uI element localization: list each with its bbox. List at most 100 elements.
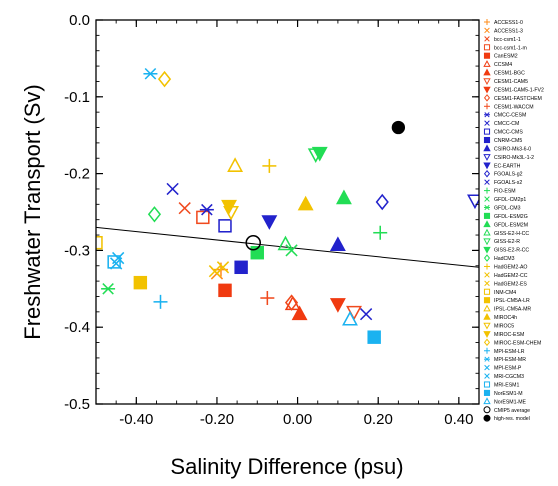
legend-marker: [483, 238, 491, 246]
data-point-ec-earth: [261, 215, 278, 230]
legend-marker: [483, 162, 491, 170]
x-tick-label: 0.40: [444, 411, 473, 428]
y-tick-label: -0.5: [64, 396, 90, 413]
legend-label: CanESM2: [494, 54, 518, 60]
legend-marker: [483, 331, 491, 338]
legend-marker: [484, 187, 490, 194]
data-point-giss-e2-h-cc: [277, 235, 294, 251]
data-point-noresm1-m: [367, 330, 381, 344]
legend-label: HadGEM2-AO: [494, 264, 527, 270]
data-point-mpi-esm-lr: [153, 294, 168, 309]
x-tick-label: 0.00: [283, 411, 312, 428]
x-tick-label: -0.40: [119, 411, 153, 428]
y-tick-label: -0.3: [64, 242, 90, 259]
data-point-mpi-esm-mr: [143, 67, 158, 80]
legend-marker: [483, 297, 491, 304]
legend-marker: [484, 263, 490, 270]
legend-marker: [483, 254, 491, 262]
legend: ACCESS1-0 ACCESS1-3 bcc-csm1-1 bcc-csm1-1-m…: [483, 19, 544, 422]
data-point-high-res-model: [391, 120, 406, 135]
legend-label: CMCC-CESM: [494, 113, 526, 119]
legend-marker: [484, 272, 490, 278]
data-point-bcc-csm1-1-m: [196, 210, 210, 225]
legend-marker: [484, 27, 490, 34]
legend-marker: [483, 68, 491, 76]
legend-label: MPI-ESM-LR: [494, 349, 525, 355]
data-point-giss-e2-r-cc: [311, 146, 328, 162]
data-point-gfdl-cm2p1: [285, 244, 298, 257]
legend-marker: [483, 136, 491, 144]
legend-label: CNRM-CM5: [494, 138, 522, 144]
legend-label: MRI-CGCM3: [494, 374, 524, 380]
data-point-cesm1-bgc: [291, 305, 308, 321]
legend-marker: [483, 397, 491, 405]
data-point-cesm1-waccm: [260, 291, 275, 306]
legend-label: FGOALS-g2: [494, 172, 523, 178]
y-tick-label: 0.0: [69, 12, 90, 29]
legend-marker: [484, 36, 490, 42]
data-point-miroc-esm-chem: [157, 70, 172, 88]
legend-label: MIROC5: [494, 323, 514, 329]
legend-marker: [483, 52, 491, 59]
legend-marker: [483, 304, 491, 312]
legend-marker: [484, 103, 490, 110]
legend-label: CSIRO-Mk3L-1-2: [494, 155, 534, 161]
legend-label: GISS-E2-R: [494, 239, 520, 245]
legend-label: bcc-csm1-1: [494, 37, 521, 43]
legend-label: CCSM4: [494, 62, 512, 68]
legend-label: CESM1-CAM5-1-FV2: [494, 87, 544, 93]
legend-label: bcc-csm1-1-m: [494, 45, 527, 51]
legend-marker: [483, 406, 491, 414]
data-point-cnrm-cm5: [234, 260, 248, 275]
legend-label: HadGEM2-ES: [494, 281, 527, 287]
legend-label: MPI-ESM-MR: [494, 357, 526, 363]
data-point-hadgem2-cc: [216, 261, 230, 274]
data-point-fgoals-g2: [375, 193, 389, 211]
data-point-gfdl-cm3: [101, 283, 116, 295]
legend-marker: [483, 381, 491, 388]
data-point-hadgem2-es: [208, 264, 222, 278]
legend-label: GISS-E2-H-CC: [494, 231, 529, 237]
legend-label: FGOALS-s2: [494, 180, 522, 186]
legend-label: CESM1-BGC: [494, 71, 525, 77]
data-point-cmcc-cms: [218, 219, 232, 233]
legend-label: CESM1-WACCM: [494, 104, 534, 110]
legend-label: ACCESS1-0: [494, 20, 523, 26]
legend-label: CMCC-CMS: [494, 130, 523, 136]
legend-label: HadGEM2-CC: [494, 273, 528, 279]
legend-marker: [484, 112, 490, 118]
data-point-bcc-csm1-1: [178, 202, 191, 215]
legend-marker: [483, 144, 491, 152]
legend-marker: [483, 246, 491, 254]
legend-marker: [484, 280, 490, 287]
legend-label: MIROC4h: [494, 315, 517, 321]
legend-marker: [483, 94, 491, 102]
legend-label: CSIRO-Mk3-6-0: [494, 146, 531, 152]
legend-marker: [484, 204, 490, 211]
legend-label: GFDL-ESM2G: [494, 214, 528, 220]
legend-label: MRI-ESM1: [494, 382, 519, 388]
legend-label: CMCC-CM: [494, 121, 519, 127]
y-tick-label: -0.4: [64, 319, 90, 336]
legend-label: GFDL-ESM2M: [494, 222, 528, 228]
x-tick-label: 0.20: [364, 411, 393, 428]
data-point-csiro-mk3-6-0: [329, 236, 346, 252]
legend-marker: [483, 154, 491, 161]
legend-label: GFDL-CM2p1: [494, 197, 526, 203]
legend-marker: [484, 196, 490, 202]
legend-marker: [483, 288, 491, 295]
legend-label: CESM1-CAM5: [494, 79, 528, 85]
legend-label: IPSL-CM5A-LR: [494, 298, 530, 304]
legend-marker: [483, 414, 491, 422]
y-axis-title: Freshwater Transport (Sv): [20, 84, 45, 340]
data-point-hadcm3: [147, 206, 162, 223]
legend-label: NorESM1-ME: [494, 399, 527, 405]
x-tick-label: -0.20: [200, 411, 234, 428]
data-point-csiro-mk3l-1-2: [467, 194, 479, 210]
legend-label: ACCESS1-3: [494, 28, 523, 34]
legend-marker: [483, 220, 491, 228]
legend-marker: [484, 19, 490, 25]
data-point-canesm2: [218, 283, 232, 298]
data-point-fio-esm: [373, 225, 388, 240]
